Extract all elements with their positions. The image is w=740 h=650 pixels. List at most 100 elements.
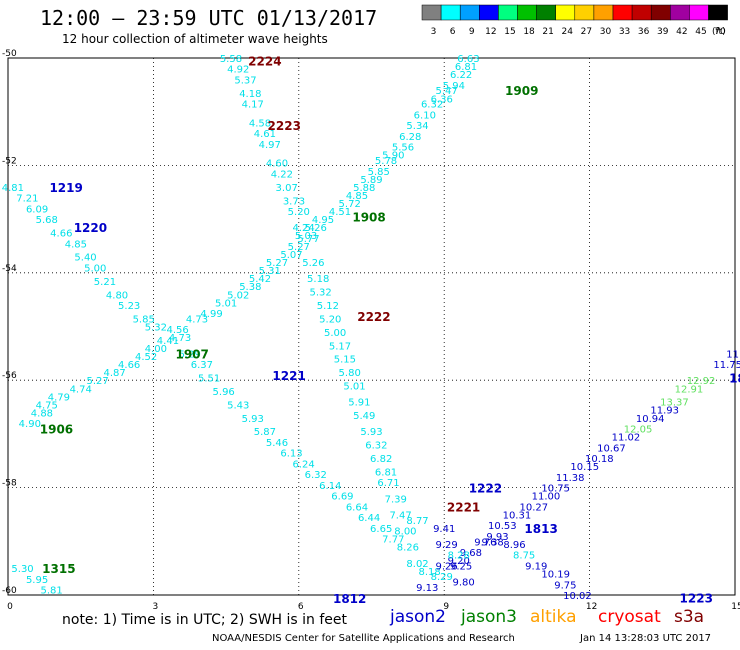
wave-height-point: 11.93	[650, 406, 679, 417]
wave-height-point: 4.56	[167, 325, 189, 336]
wave-height-point: 11.38	[556, 473, 585, 484]
wave-height-point: 5.46	[266, 438, 288, 449]
lon-tick-label: 3	[153, 602, 159, 610]
scale-label: 18	[523, 27, 535, 37]
track-time-label: 2224	[248, 55, 281, 69]
wave-height-point: 5.93	[242, 414, 264, 425]
footer-note: note: 1) Time is in UTC; 2) SWH is in fe…	[62, 612, 348, 628]
wave-height-point: 5.23	[118, 301, 140, 312]
wave-height-point: 8.96	[503, 540, 525, 551]
lon-tick-label: 9	[443, 602, 449, 610]
wave-height-point: 3.07	[276, 183, 298, 194]
scale-label: 45	[695, 27, 706, 37]
lon-tick-label: 12	[586, 602, 597, 610]
scale-label: 24	[562, 27, 574, 37]
wave-height-point: 5.12	[317, 301, 339, 312]
legend-altika: altika	[530, 607, 577, 627]
scale-label: 27	[581, 27, 592, 37]
wave-height-point: 4.97	[259, 140, 281, 151]
legend-jason3: jason3	[461, 607, 517, 627]
wave-height-point: 4.99	[200, 309, 222, 320]
lat-tick-label: -52	[2, 156, 17, 166]
wave-height-point: 4.66	[50, 229, 72, 240]
wave-height-point: 6.64	[346, 502, 368, 513]
wave-height-point: 9.38	[482, 537, 504, 548]
track-time-label: 1909	[505, 84, 538, 98]
wave-height-point: 11.02	[612, 433, 641, 444]
wave-height-point: 10.19	[541, 570, 570, 581]
wave-height-point: 10.67	[597, 443, 626, 454]
wave-height-point: 4.61	[254, 129, 276, 140]
track-time-label: 1813	[524, 522, 557, 536]
scale-label: 3	[431, 27, 437, 37]
legend-cryosat: cryosat	[598, 607, 661, 627]
legend-jason2: jason2	[390, 607, 446, 627]
lon-tick-label: 0	[7, 602, 13, 610]
wave-height-point: 5.85	[368, 167, 390, 178]
legend-s3a: s3a	[674, 607, 705, 627]
wave-height-point: 10.27	[520, 502, 549, 513]
wave-height-point: 5.32	[145, 323, 167, 334]
scale-label: 33	[619, 27, 630, 37]
wave-height-point: 4.52	[135, 352, 157, 363]
wave-height-point: 5.01	[215, 298, 237, 309]
lat-tick-label: -58	[2, 479, 17, 489]
wave-height-point: 5.20	[288, 207, 310, 218]
wave-height-point: 5.32	[309, 288, 331, 299]
scale-label: 21	[542, 27, 553, 37]
wave-height-point: 5.51	[198, 374, 220, 385]
wave-height-point: 7.77	[382, 535, 404, 546]
wave-height-point: 4.51	[329, 207, 351, 218]
wave-height-point: 5.00	[84, 263, 106, 274]
wave-height-point: 6.32	[421, 100, 443, 111]
wave-height-point: 5.27	[266, 258, 288, 269]
wave-height-point: 4.74	[70, 384, 92, 395]
wave-height-point: 10.02	[563, 591, 592, 602]
wave-height-point: 4.87	[103, 368, 125, 379]
wave-height-point: 5.03	[295, 231, 317, 242]
track-time-label: 1908	[352, 210, 385, 224]
wave-height-point: 9.20	[448, 556, 470, 567]
wave-height-point: 5.17	[329, 341, 351, 352]
wave-height-point: 10.15	[570, 462, 599, 473]
track-time-label: 1219	[49, 181, 82, 195]
track-time-label: 2223	[268, 119, 301, 133]
wave-height-point: 7.39	[385, 494, 407, 505]
wave-height-point: 6.63	[457, 54, 479, 65]
wave-height-point: 5.26	[305, 223, 327, 234]
wave-height-point: 9.19	[525, 561, 547, 572]
wave-height-point: 5.26	[302, 258, 324, 269]
wave-height-point: 5.85	[133, 314, 155, 325]
wave-height-point: 8.02	[406, 559, 428, 570]
wave-height-point: 5.43	[227, 400, 249, 411]
wave-height-point: 6.10	[414, 110, 436, 121]
scale-label: 15	[504, 27, 515, 37]
wave-height-point: 4.18	[239, 89, 261, 100]
wave-height-point: 12.91	[675, 384, 704, 395]
wave-height-point: 10.94	[636, 414, 665, 425]
wave-height-point: 6.65	[370, 524, 392, 535]
wave-height-point: 5.77	[297, 234, 319, 245]
scale-unit: (ft)	[712, 27, 726, 37]
wave-height-point: 4.58	[249, 118, 271, 129]
wave-height-point: 4.85	[65, 239, 87, 250]
scale-label: 30	[600, 27, 612, 37]
wave-height-point: 9.41	[433, 524, 455, 535]
lon-tick-label: 6	[298, 602, 304, 610]
wave-height-point: 6.81	[455, 62, 477, 73]
wave-height-point: 5.38	[239, 282, 261, 293]
lat-tick-label: -56	[2, 371, 17, 381]
wave-height-point: 4.81	[2, 183, 24, 194]
wave-height-point: 5.94	[443, 81, 465, 92]
wave-height-point: 4.17	[242, 100, 264, 111]
wave-height-point: 5.27	[288, 242, 310, 253]
wave-height-point: 5.88	[353, 183, 375, 194]
wave-height-point: 6.36	[431, 94, 453, 105]
wave-height-point: 4.92	[227, 65, 249, 76]
wave-height-point: 5.29	[179, 349, 201, 360]
wave-height-point: 8.75	[513, 551, 535, 562]
wave-height-point: 5.47	[435, 86, 457, 97]
wave-height-point: 5.78	[375, 156, 397, 167]
wave-height-point: 9.25	[450, 561, 472, 572]
wave-height-point: 12.92	[687, 376, 716, 387]
